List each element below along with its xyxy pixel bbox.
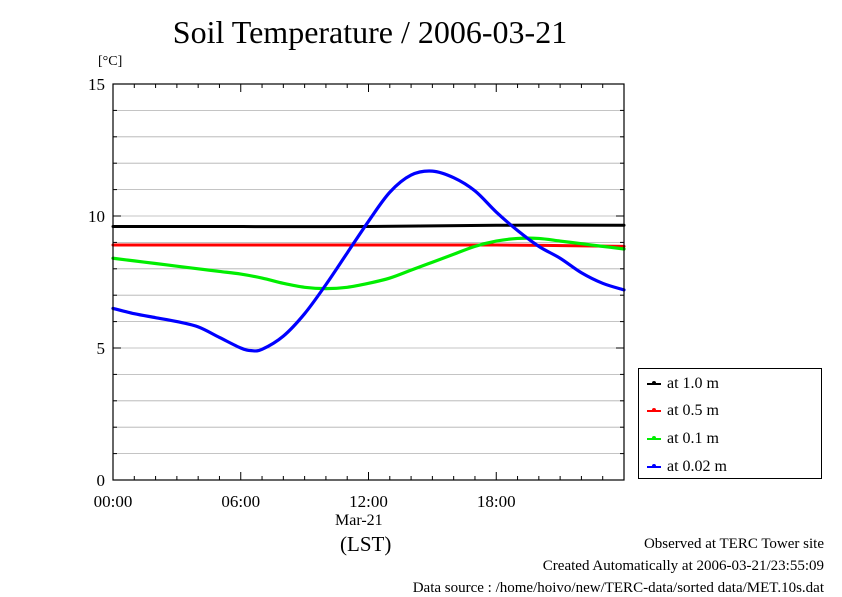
y-tick-label: 5 xyxy=(97,339,106,358)
y-tick-label: 10 xyxy=(88,207,105,226)
y-tick-label: 0 xyxy=(97,471,106,490)
legend-swatch-002m xyxy=(647,464,661,468)
x-axis-date-label: Mar-21 xyxy=(335,512,383,529)
series-line-2 xyxy=(111,243,626,248)
x-tick-label: 18:00 xyxy=(477,492,516,511)
legend-label-05m: at 0.5 m xyxy=(667,402,719,419)
footer-created: Created Automatically at 2006-03-21/23:5… xyxy=(542,558,824,574)
legend-item-1m: at 1.0 m xyxy=(647,373,719,395)
x-tick-label: 00:00 xyxy=(94,492,133,511)
y-tick-label: 15 xyxy=(88,75,105,94)
series-line-3 xyxy=(111,236,626,291)
series-lines xyxy=(111,169,626,353)
legend-item-05m: at 0.5 m xyxy=(647,400,719,422)
x-axis-label: (LST) xyxy=(340,532,392,556)
legend-label-002m: at 0.02 m xyxy=(667,458,727,475)
legend-label-01m: at 0.1 m xyxy=(667,430,719,447)
chart-title: Soil Temperature / 2006-03-21 xyxy=(172,14,568,50)
x-tick-label: 06:00 xyxy=(221,492,260,511)
series-line-4 xyxy=(111,169,626,353)
axis-ticks: 0 5 10 15 00:00 06:00 12:00 18:00 xyxy=(88,75,625,511)
x-tick-label: 12:00 xyxy=(349,492,388,511)
footer-source: Data source : /home/hoivo/new/TERC-data/… xyxy=(412,580,824,596)
legend-swatch-01m xyxy=(647,436,661,440)
legend: at 1.0 m at 0.5 m at 0.1 m at 0.02 m xyxy=(638,368,822,479)
footer-site: Observed at TERC Tower site xyxy=(643,536,824,552)
legend-swatch-05m xyxy=(647,408,661,412)
series-line-1 xyxy=(111,223,626,229)
legend-item-01m: at 0.1 m xyxy=(647,428,719,450)
y-axis-unit: [°C] xyxy=(98,54,123,69)
legend-label-1m: at 1.0 m xyxy=(667,375,719,392)
grid-lines xyxy=(113,110,624,455)
legend-item-002m: at 0.02 m xyxy=(647,456,727,478)
legend-swatch-1m xyxy=(647,381,661,385)
